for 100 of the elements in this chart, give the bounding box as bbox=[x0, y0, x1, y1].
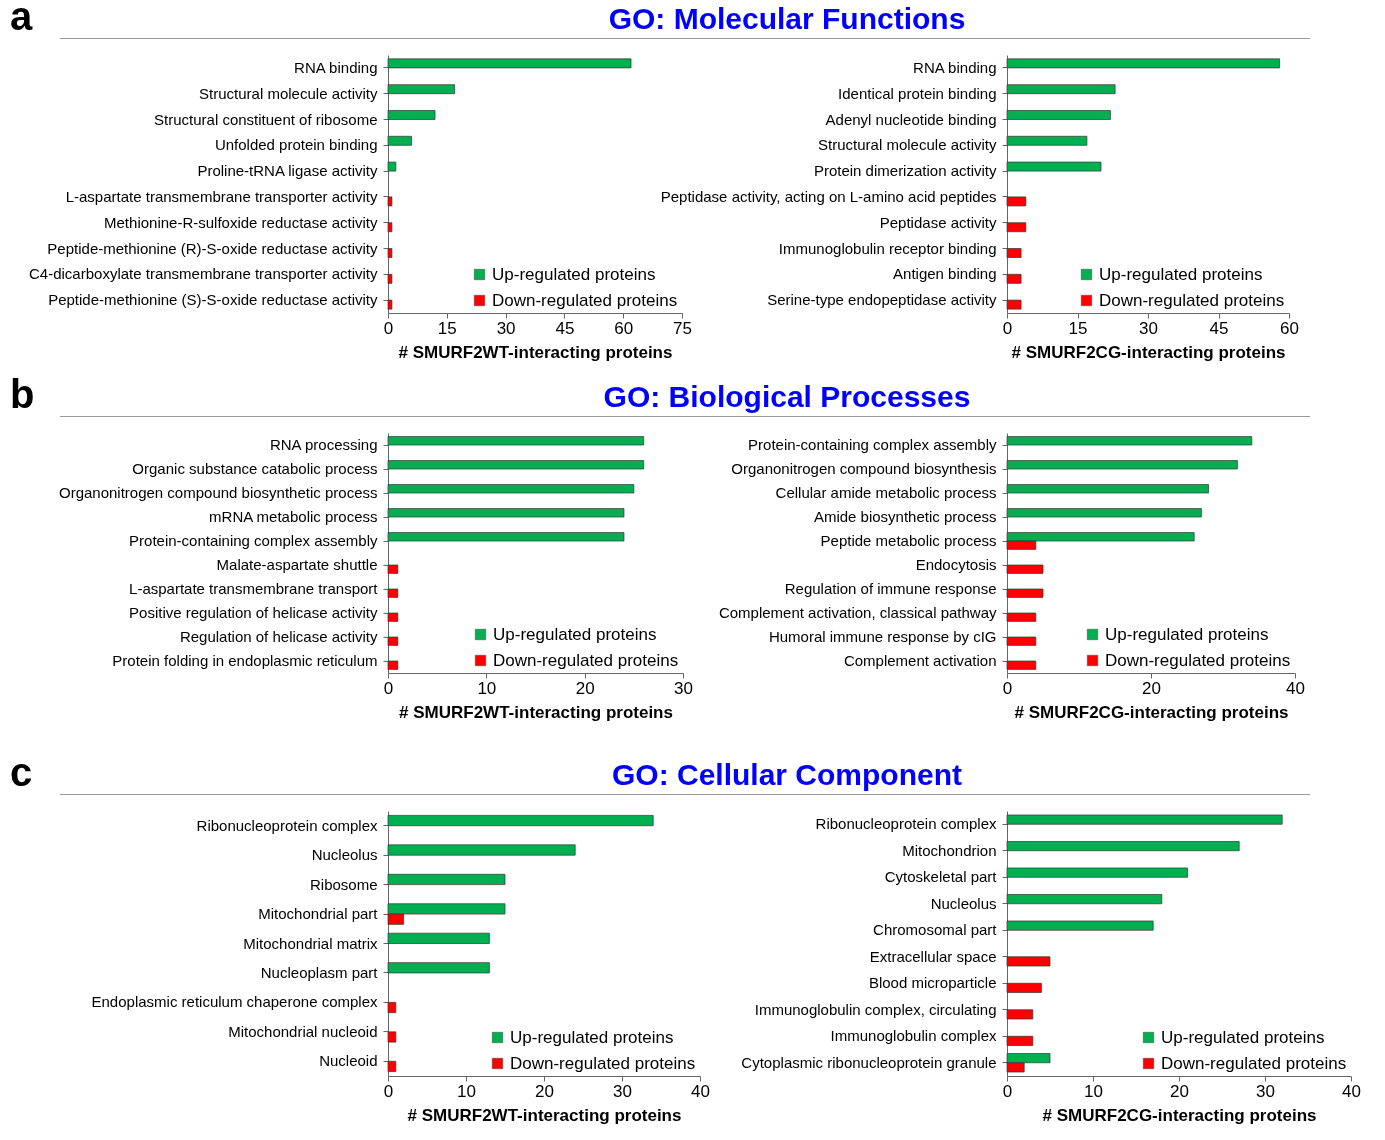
text: GO: Biological Processes bbox=[602, 380, 972, 414]
bar bbox=[387, 932, 490, 944]
y-tick-label: Regulation of immune response bbox=[784, 580, 997, 597]
y-tick-label: Nucleoplasm part bbox=[260, 963, 379, 981]
y-tick-label: L-aspartate transmembrane transport bbox=[129, 580, 379, 597]
x-tick-label: 40 bbox=[1342, 1081, 1361, 1101]
y-tick-label: Complement activation, classical pathway bbox=[718, 604, 997, 621]
bar bbox=[387, 532, 625, 542]
bar bbox=[387, 1031, 397, 1043]
x-tick-label: 10 bbox=[1084, 1081, 1103, 1101]
y-tick-label: Organic substance catabolic process bbox=[132, 460, 378, 477]
y-tick-label: Proline-tRNA ligase activity bbox=[197, 162, 378, 180]
bar bbox=[1006, 956, 1051, 967]
y-tick-label: Mitochondrion bbox=[902, 841, 997, 859]
y-tick-label: Cytoskeletal part bbox=[884, 868, 998, 886]
x-tick-label: 30 bbox=[674, 678, 693, 698]
x-tick-label: 30 bbox=[1139, 318, 1158, 338]
bar bbox=[387, 84, 455, 95]
y-tick-label: Endocytosis bbox=[915, 556, 997, 573]
x-tick-label: 20 bbox=[1142, 678, 1161, 698]
x-tick-label: 30 bbox=[496, 318, 516, 338]
y-tick-label: Ribosome bbox=[309, 875, 378, 893]
bar bbox=[1006, 110, 1111, 120]
y-tick-label: Endoplasmic reticulum chaperone complex bbox=[91, 993, 378, 1011]
y-tick-label: Immunoglobulin complex bbox=[830, 1027, 997, 1045]
y-tick-label: C4-dicarboxylate transmembrane transporter activity bbox=[29, 265, 378, 283]
y-tick-label: Nucleoid bbox=[319, 1052, 378, 1070]
y-tick-label: Structural molecule activity bbox=[199, 84, 378, 102]
x-tick-label: 20 bbox=[1170, 1081, 1189, 1101]
bar bbox=[1006, 1009, 1034, 1020]
bar bbox=[1006, 982, 1042, 993]
bar bbox=[387, 844, 576, 856]
legend-label: Down-regulated proteins bbox=[1099, 290, 1285, 310]
bar bbox=[1006, 299, 1022, 310]
y-tick-label: Serine-type endopeptidase activity bbox=[767, 291, 997, 309]
y-tick-label: Protein-containing complex assembly bbox=[748, 436, 997, 453]
legend-label: Up-regulated proteins bbox=[493, 624, 657, 644]
legend-label: Up-regulated proteins bbox=[1099, 264, 1263, 284]
y-tick-label: Humoral immune response by cIG bbox=[768, 628, 997, 645]
legend-label: Down-regulated proteins bbox=[1105, 650, 1291, 670]
y-tick-label: Immunoglobulin complex, circulating bbox=[754, 1000, 997, 1018]
bar bbox=[387, 484, 635, 494]
bar bbox=[387, 636, 399, 646]
text: GO: Molecular Functions bbox=[607, 2, 967, 36]
y-tick-label: Mitochondrial nucleoid bbox=[228, 1022, 378, 1040]
y-tick-label: L-aspartate transmembrane transporter activity bbox=[65, 187, 378, 205]
x-tick-label: 10 bbox=[457, 1081, 476, 1101]
bar bbox=[1006, 196, 1027, 207]
bar bbox=[1006, 436, 1253, 446]
y-tick-label: Protein-containing complex assembly bbox=[129, 532, 378, 549]
x-tick-label: 15 bbox=[437, 318, 457, 338]
text: GO: Cellular Component bbox=[611, 758, 963, 792]
y-tick-label: Regulation of helicase activity bbox=[179, 628, 378, 645]
bar bbox=[1006, 920, 1154, 931]
y-tick-label: Amide biosynthetic process bbox=[813, 508, 997, 525]
y-tick-label: Ribonucleoprotein complex bbox=[196, 816, 378, 834]
x-tick-label: 10 bbox=[477, 678, 497, 698]
bar bbox=[387, 248, 393, 258]
x-tick-label: 0 bbox=[1002, 318, 1013, 338]
x-tick-label: 60 bbox=[1280, 318, 1299, 338]
bar bbox=[387, 815, 654, 827]
bar bbox=[387, 460, 645, 470]
text: a bbox=[10, 0, 33, 39]
y-tick-label: Positive regulation of helicase activity bbox=[129, 604, 378, 621]
bar bbox=[387, 135, 412, 146]
bar bbox=[387, 273, 393, 284]
bar bbox=[1006, 248, 1022, 258]
x-tick-label: 20 bbox=[535, 1081, 554, 1101]
bar bbox=[387, 564, 399, 574]
bar bbox=[1006, 273, 1022, 284]
bar bbox=[387, 588, 399, 598]
y-tick-label: Cytoplasmic ribonucleoprotein granule bbox=[741, 1053, 997, 1071]
bar bbox=[1006, 867, 1188, 878]
legend-label: Down-regulated proteins bbox=[492, 290, 678, 310]
bar bbox=[1006, 222, 1027, 233]
bar bbox=[387, 222, 393, 233]
bar bbox=[1006, 161, 1102, 172]
y-tick-label: Antigen binding bbox=[893, 265, 997, 283]
bar bbox=[1006, 841, 1240, 852]
y-tick-label: Blood microparticle bbox=[868, 974, 997, 992]
y-tick-label: Structural constituent of ribosome bbox=[154, 110, 378, 128]
x-tick-label: 0 bbox=[383, 318, 394, 338]
x-axis-title: # SMURF2CG-interacting proteins bbox=[1042, 1105, 1317, 1125]
bar bbox=[387, 1060, 397, 1072]
y-tick-label: Complement activation bbox=[843, 652, 997, 669]
bar bbox=[1006, 660, 1037, 670]
y-tick-label: Extracellular space bbox=[869, 947, 997, 965]
x-tick-label: 45 bbox=[1209, 318, 1229, 338]
legend-label: Up-regulated proteins bbox=[1161, 1027, 1325, 1047]
x-tick-label: 60 bbox=[614, 318, 634, 338]
bar bbox=[387, 110, 436, 120]
x-tick-label: 40 bbox=[691, 1081, 710, 1101]
x-tick-label: 0 bbox=[1002, 1081, 1013, 1101]
x-tick-label: 45 bbox=[555, 318, 575, 338]
y-tick-label: Methionine-R-sulfoxide reductase activity bbox=[104, 213, 378, 231]
legend-label: Down-regulated proteins bbox=[1161, 1053, 1347, 1073]
y-tick-label: Nucleolus bbox=[930, 894, 997, 912]
bar bbox=[1006, 1035, 1034, 1046]
text: c bbox=[10, 750, 33, 795]
bar bbox=[387, 58, 632, 69]
